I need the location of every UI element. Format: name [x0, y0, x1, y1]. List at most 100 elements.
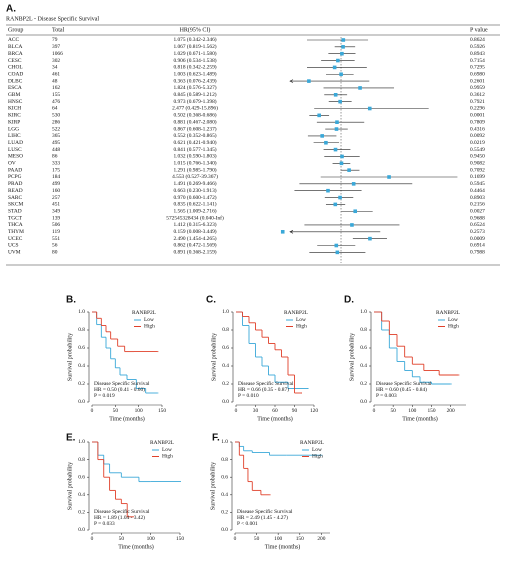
y-tick-label: 0.8 [221, 457, 228, 463]
annotation: HR = 0.66 (0.35 - 0.87) [238, 386, 289, 393]
column-header: Total [52, 27, 65, 33]
hr-cell: 0.663 (0.230-1.913) [173, 187, 216, 194]
hr-box [324, 140, 328, 145]
x-tick-label: 0 [234, 536, 237, 542]
p-cell: 0.4464 [470, 188, 485, 194]
group-cell: CESC [8, 58, 22, 64]
hr-box [332, 65, 337, 70]
total-cell: 476 [52, 99, 60, 105]
y-tick-label: 0.8 [222, 327, 229, 333]
x-tick-label: 50 [113, 408, 119, 414]
legend-label: High [162, 454, 173, 460]
group-cell: TGCT [8, 215, 23, 221]
y-tick-label: 0.2 [360, 381, 367, 387]
total-cell: 530 [52, 113, 60, 119]
hr-box [350, 223, 354, 227]
group-cell: ESCA [8, 85, 22, 91]
p-cell: 0.0219 [470, 140, 485, 146]
group-cell: KIRC [8, 113, 21, 119]
group-cell: COAD [8, 71, 23, 77]
p-cell: 0.3612 [470, 92, 485, 98]
y-tick-label: 1.0 [222, 309, 229, 315]
annotation: Disease Specific Survival [376, 380, 432, 387]
hr-cell: 0.970 (0.600-1.472) [173, 194, 216, 201]
p-cell: 0.2573 [470, 229, 485, 235]
total-cell: 461 [52, 71, 60, 77]
p-cell: 0.8903 [470, 195, 485, 201]
total-cell: 397 [52, 44, 60, 50]
x-axis-label: Time (months) [109, 415, 145, 422]
hr-cell: 0.862 (0.472-1.569) [173, 242, 216, 249]
hr-box [333, 147, 338, 152]
x-tick-label: 60 [272, 408, 278, 414]
y-tick-label: 0.0 [222, 399, 229, 405]
x-tick-label: 50 [390, 408, 396, 414]
total-cell: 80 [52, 250, 58, 256]
y-axis-label: Survival probability [210, 462, 216, 510]
x-tick-label: 0 [235, 408, 238, 414]
group-cell: SARC [8, 195, 22, 201]
total-cell: 551 [52, 236, 60, 242]
hr-cell: 1.032 (0.590-1.803) [173, 153, 216, 160]
p-cell: 0.2296 [470, 106, 485, 112]
hr-cell: 572545328434 (0.040-Inf) [166, 214, 224, 221]
legend-title: RANBP2L [284, 310, 308, 316]
annotation: Disease Specific Survival [238, 380, 294, 387]
p-cell: 0.7295 [470, 65, 485, 71]
p-cell: 0.6524 [470, 222, 485, 228]
y-tick-label: 0.8 [360, 327, 367, 333]
total-cell: 506 [52, 222, 60, 228]
p-cell: 0.5926 [470, 44, 485, 50]
group-cell: UCEC [8, 236, 23, 242]
hr-box [335, 250, 340, 255]
y-tick-label: 0.6 [221, 474, 228, 480]
x-axis-label: Time (months) [402, 415, 438, 422]
hr-cell: 1.491 (0.269-9.466) [173, 180, 216, 187]
hr-cell: 1.412 (0.315-6.323) [173, 221, 216, 228]
hr-cell: 0.867 (0.608-1.237) [173, 125, 216, 132]
hr-box [320, 134, 324, 138]
hr-box [358, 86, 362, 90]
legend-label: High [144, 324, 155, 330]
p-cell: 0.8943 [470, 51, 485, 57]
hr-box [353, 209, 358, 214]
hr-box [339, 161, 344, 166]
y-tick-label: 0.4 [222, 363, 229, 369]
total-cell: 86 [52, 154, 58, 160]
hr-box [387, 175, 391, 179]
hr-box [347, 168, 351, 172]
group-cell: STAD [8, 208, 22, 214]
hr-cell: 0.552 (0.352-0.865) [173, 132, 216, 139]
hr-cell: 1.003 (0.623-1.489) [173, 70, 216, 77]
hr-cell: 0.881 (0.467-2.080) [173, 118, 216, 125]
x-tick-label: 50 [254, 536, 260, 542]
group-cell: THCA [8, 222, 23, 228]
hr-box [340, 154, 344, 159]
group-cell: THYM [8, 229, 24, 235]
total-cell: 162 [52, 85, 60, 91]
hr-box [334, 243, 339, 248]
x-tick-label: 0 [91, 408, 94, 414]
hr-cell: 0.363 (0.076-2.439) [173, 77, 216, 84]
group-cell: PAAD [8, 167, 22, 173]
ci-arrow [289, 79, 294, 83]
x-tick-label: 100 [147, 536, 155, 542]
panel-label: C. [206, 295, 216, 306]
legend-title: RANBP2L [300, 440, 324, 446]
group-cell: MESO [8, 154, 23, 160]
y-tick-label: 0.8 [78, 327, 85, 333]
total-cell: 451 [52, 202, 60, 208]
x-tick-label: 150 [176, 536, 184, 542]
y-tick-label: 0.2 [222, 381, 229, 387]
total-cell: 175 [52, 167, 60, 173]
hr-cell: 4.553 (0.527-39.367) [172, 173, 218, 180]
y-axis-label: Survival probability [349, 333, 355, 381]
x-tick-label: 150 [296, 536, 304, 542]
y-tick-label: 0.4 [78, 492, 85, 498]
hr-box [368, 236, 372, 241]
y-tick-label: 0.2 [221, 510, 228, 516]
legend-title: RANBP2L [436, 310, 460, 316]
annotation: P = 0.019 [94, 393, 115, 399]
x-tick-label: 100 [135, 408, 143, 414]
group-cell: KIRP [8, 119, 20, 125]
